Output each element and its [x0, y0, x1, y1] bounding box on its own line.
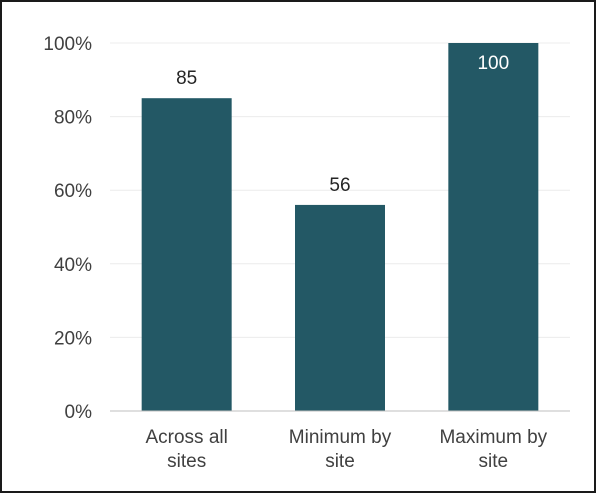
x-category-label: Maximum by: [439, 427, 547, 448]
bars: [141, 43, 539, 411]
y-tick-label: 0%: [65, 402, 93, 423]
y-tick-label: 80%: [54, 108, 92, 129]
y-tick-label: 20%: [54, 328, 92, 349]
bar: [448, 43, 539, 411]
labels: 0% 20% 40% 60% 80% 100% 85 Across all sites 56 Min…: [43, 34, 547, 472]
x-category-label: site: [325, 451, 355, 472]
bar: [141, 98, 232, 411]
x-category-label: Across all: [145, 427, 227, 448]
x-category-label: sites: [167, 451, 206, 472]
y-tick-label: 100%: [43, 34, 92, 55]
data-label: 85: [176, 68, 197, 89]
bar-chart: 0% 20% 40% 60% 80% 100% 85 Across all sites 56 Min…: [43, 34, 570, 472]
x-category-label: Minimum by: [289, 427, 392, 448]
y-tick-label: 40%: [54, 255, 92, 276]
y-tick-label: 60%: [54, 181, 92, 202]
data-label: 100: [477, 53, 509, 74]
data-label: 56: [329, 175, 350, 196]
bar: [295, 204, 385, 411]
x-category-label: site: [479, 451, 509, 472]
